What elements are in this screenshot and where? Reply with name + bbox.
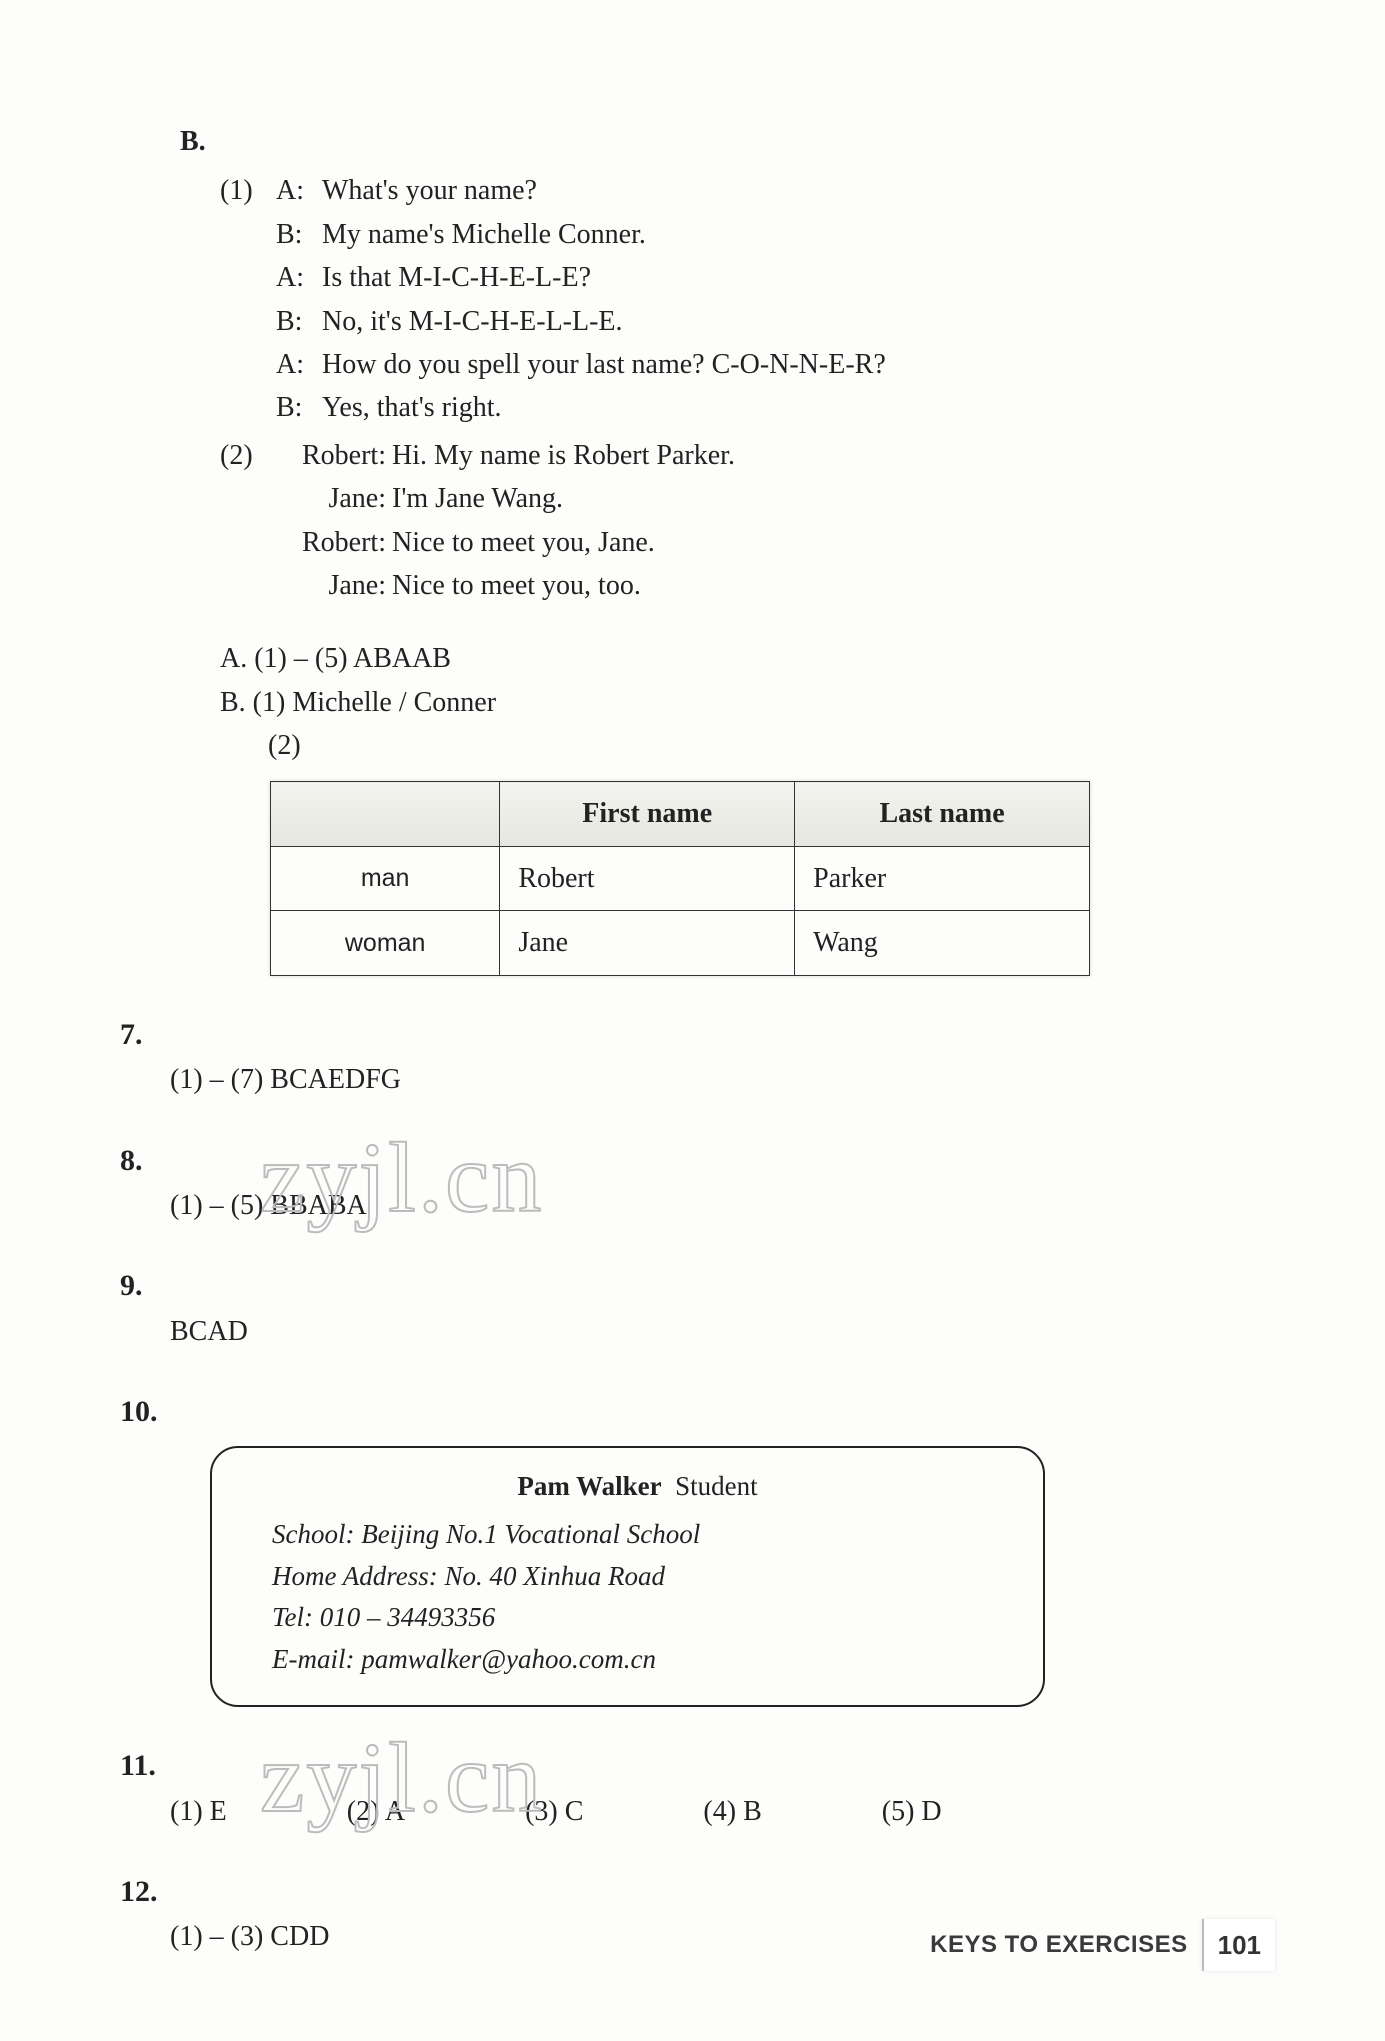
footer-label: KEYS TO EXERCISES [930,1926,1187,1963]
answer-a: A. (1) – (5) ABAAB [220,637,451,680]
card-title: Pam Walker Student [272,1466,1003,1508]
speaker: Jane: [276,477,392,520]
q11-item: (5) D [882,1790,942,1833]
dialogue-num: (1) [220,169,276,212]
q11-item: (1) E [170,1790,227,1833]
table-cell: Jane [500,911,795,975]
utterance: No, it's M-I-C-H-E-L-L-E. [322,300,1265,343]
utterance: Yes, that's right. [322,386,1265,429]
dialogue-num: (2) [220,434,276,477]
utterance: My name's Michelle Conner. [322,213,1265,256]
card-name: Pam Walker [517,1471,661,1501]
table-cell: woman [271,911,500,975]
speaker: B: [276,300,322,343]
q11-item: (2) A [347,1790,405,1833]
answer-b2-label: (2) [268,724,301,767]
speaker: A: [276,343,322,386]
table-cell: man [271,846,500,910]
page-footer: KEYS TO EXERCISES 101 [930,1919,1275,1971]
speaker: Robert: [276,434,392,477]
q7-answer: (1) – (7) BCAEDFG [170,1058,1265,1101]
card-school: School: Beijing No.1 Vocational School [272,1514,1003,1556]
page-number: 101 [1202,1919,1275,1971]
section-b-label: B. [180,120,1265,163]
table-cell: Robert [500,846,795,910]
utterance: What's your name? [322,169,1265,212]
table-cell: Wang [795,911,1090,975]
card-address: Home Address: No. 40 Xinhua Road [272,1556,1003,1598]
q11-answers: (1) E (2) A (3) C (4) B (5) D [170,1790,1265,1833]
utterance: Nice to meet you, Jane. [392,521,1265,564]
card-tel: Tel: 010 – 34493356 [272,1597,1003,1639]
student-card: Pam Walker Student School: Beijing No.1 … [210,1446,1045,1707]
utterance: How do you spell your last name? C-O-N-N… [322,343,1265,386]
names-table: First name Last name man Robert Parker w… [270,781,1090,975]
table-cell: Parker [795,846,1090,910]
table-header: Last name [795,782,1090,846]
utterance: Nice to meet you, too. [392,564,1265,607]
utterance: I'm Jane Wang. [392,477,1265,520]
speaker: B: [276,386,322,429]
q8-num: 8. [120,1138,1265,1185]
utterance: Hi. My name is Robert Parker. [392,434,1265,477]
q9-answer: BCAD [170,1310,1265,1353]
answers-ab: A. (1) – (5) ABAAB B. (1) Michelle / Con… [220,637,1265,767]
dialogue-2: (2)Robert:Hi. My name is Robert Parker. … [220,434,1265,608]
q12-num: 12. [120,1869,1265,1916]
speaker: Jane: [276,564,392,607]
card-role: Student [675,1471,758,1501]
speaker: A: [276,169,322,212]
table-header [271,782,500,846]
q11-item: (4) B [703,1790,761,1833]
q11-num: 11. [120,1743,1265,1790]
q7-num: 7. [120,1012,1265,1059]
q8-answer: (1) – (5) BBABA [170,1184,1265,1227]
q10-num: 10. [120,1389,1265,1436]
dialogue-1: (1)A:What's your name? B:My name's Miche… [220,169,1265,429]
table-row: man Robert Parker [271,846,1090,910]
speaker: Robert: [276,521,392,564]
card-email: E-mail: pamwalker@yahoo.com.cn [272,1639,1003,1681]
table-header: First name [500,782,795,846]
q9-num: 9. [120,1263,1265,1310]
table-header-row: First name Last name [271,782,1090,846]
q11-item: (3) C [525,1790,583,1833]
speaker: A: [276,256,322,299]
answer-b1: B. (1) Michelle / Conner [220,681,496,724]
speaker: B: [276,213,322,256]
table-row: woman Jane Wang [271,911,1090,975]
utterance: Is that M-I-C-H-E-L-E? [322,256,1265,299]
page: B. (1)A:What's your name? B:My name's Mi… [0,0,1385,2041]
